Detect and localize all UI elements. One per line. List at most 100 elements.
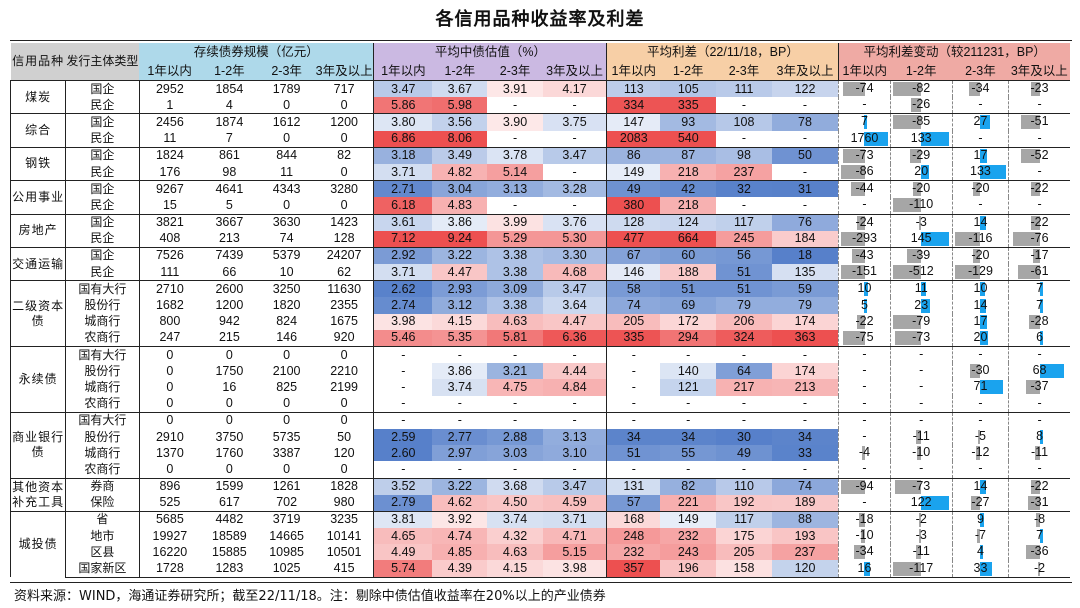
scale-cell: 3387 bbox=[272, 445, 301, 460]
change-cell: 10 bbox=[838, 280, 891, 298]
scale-cell: 15885 bbox=[212, 544, 247, 559]
change-bar bbox=[980, 561, 992, 576]
spread-cell: 146 bbox=[606, 264, 661, 282]
change-bar bbox=[1017, 265, 1040, 280]
change-cell: 145 bbox=[889, 230, 953, 248]
change-cell: 14 bbox=[951, 213, 1009, 231]
yield-cell: 4.15 bbox=[487, 560, 543, 578]
change-bar bbox=[916, 446, 922, 461]
change-value: -293 bbox=[851, 230, 877, 245]
yield-cell: 3.47 bbox=[373, 80, 433, 98]
change-value: -76 bbox=[1030, 230, 1049, 245]
yield-cell: 2.77 bbox=[432, 428, 488, 446]
table-row: 民企 111 66 10 62 3.71 4.47 3.38 4.68 146 188 51 135 -1… bbox=[11, 264, 1070, 282]
yield-cell: 4.17 bbox=[542, 80, 607, 98]
spread-cell: 50 bbox=[771, 146, 839, 164]
change-bar bbox=[977, 529, 981, 544]
change-cell: -74 bbox=[838, 80, 891, 98]
change-cell: - bbox=[838, 494, 891, 512]
yield-cell: 3.09 bbox=[487, 280, 543, 298]
spread-cell: - bbox=[606, 363, 661, 380]
change-value: -51 bbox=[1030, 114, 1049, 129]
change-value: 6 bbox=[1036, 329, 1044, 344]
spread-cell: 324 bbox=[716, 329, 772, 347]
yield-cell: - bbox=[432, 346, 488, 364]
change-value: -73 bbox=[912, 478, 931, 493]
issuer-type: 国企 bbox=[65, 146, 140, 164]
header-yield-term-2: 2-3年 bbox=[487, 62, 543, 81]
header-spread: 平均利差（22/11/18，BP） bbox=[606, 43, 839, 62]
change-value: 68 bbox=[1032, 363, 1047, 378]
scale-cell: 5685 bbox=[139, 510, 201, 529]
yield-cell: 3.04 bbox=[432, 180, 488, 198]
change-bar bbox=[856, 215, 865, 230]
change-value: - bbox=[919, 395, 924, 410]
change-bar bbox=[910, 148, 922, 163]
change-bar bbox=[854, 545, 865, 560]
table-row: 地市 19927 18589 14665 10141 4.65 4.74 4.32 4.71 24… bbox=[11, 528, 1070, 545]
change-bar bbox=[975, 446, 981, 461]
change-value: - bbox=[862, 363, 867, 378]
yield-cell: 4.47 bbox=[432, 264, 488, 282]
change-cell: 16 bbox=[838, 560, 891, 578]
change-bar bbox=[973, 248, 981, 263]
yield-cell: 2.71 bbox=[373, 180, 433, 198]
yield-cell: 4.65 bbox=[373, 528, 433, 545]
change-value: -29 bbox=[912, 147, 931, 162]
change-bar bbox=[1020, 148, 1040, 163]
change-value: - bbox=[862, 494, 867, 509]
change-cell: -293 bbox=[838, 230, 891, 248]
yield-cell: 9.24 bbox=[432, 230, 488, 248]
change-cell: 1760 bbox=[838, 130, 891, 148]
scale-cell: 1 bbox=[139, 97, 201, 115]
change-value: -3 bbox=[915, 214, 927, 229]
change-bar bbox=[918, 215, 922, 230]
change-value: 23 bbox=[914, 297, 929, 312]
issuer-type: 民企 bbox=[65, 97, 140, 115]
change-cell: - bbox=[951, 395, 1009, 413]
change-bar bbox=[1039, 298, 1044, 313]
table-row: 城商行 1370 1760 3387 120 2.60 2.97 3.03 3.10 51 55 49… bbox=[11, 445, 1070, 462]
change-value: 16 bbox=[857, 560, 872, 575]
spread-cell: 120 bbox=[771, 560, 839, 578]
scale-cell: 5 bbox=[200, 197, 259, 215]
yield-cell: 4.63 bbox=[487, 544, 543, 561]
spread-cell: 42 bbox=[660, 180, 717, 198]
scale-cell: 3750 bbox=[215, 429, 244, 444]
spread-cell: - bbox=[660, 395, 717, 413]
change-cell: -20 bbox=[951, 246, 1009, 265]
scale-cell: 62 bbox=[314, 264, 374, 282]
yield-cell: - bbox=[432, 395, 488, 413]
header-issuer-type: 发行主体类型 bbox=[65, 43, 140, 81]
change-value: - bbox=[919, 379, 924, 394]
change-value: -73 bbox=[855, 147, 874, 162]
table-row: 交通运输 国企 7526 7439 5379 24207 2.92 3.22 3.38 3.30 6… bbox=[9, 246, 1070, 281]
change-cell: -85 bbox=[889, 113, 953, 131]
scale-cell: 0 bbox=[139, 395, 201, 413]
scale-cell: 0 bbox=[258, 461, 315, 479]
change-cell: -51 bbox=[1008, 113, 1070, 131]
yield-cell: 3.13 bbox=[487, 180, 543, 198]
change-value: 20 bbox=[914, 164, 929, 179]
header-yield-term-3: 3年及以上 bbox=[542, 62, 607, 81]
scale-cell: 82 bbox=[314, 146, 374, 164]
scale-cell: 1828 bbox=[314, 477, 374, 495]
spread-cell: 2083 bbox=[606, 130, 661, 148]
spread-cell: 189 bbox=[771, 494, 839, 512]
issuer-type: 券商 bbox=[65, 477, 140, 495]
change-value: -52 bbox=[1030, 147, 1049, 162]
spread-cell: 174 bbox=[771, 363, 839, 380]
change-bar bbox=[893, 314, 922, 329]
change-cell: - bbox=[1008, 197, 1070, 215]
yield-cell: 4.49 bbox=[373, 544, 433, 561]
yield-cell: 3.13 bbox=[542, 428, 607, 446]
change-bar bbox=[1030, 82, 1040, 97]
spread-cell: 87 bbox=[660, 146, 717, 164]
scale-cell: 1370 bbox=[155, 445, 184, 460]
spread-cell: - bbox=[771, 163, 839, 182]
change-value: - bbox=[919, 412, 924, 427]
scale-cell: 824 bbox=[276, 314, 298, 329]
scale-cell: 0 bbox=[166, 379, 174, 394]
change-value: - bbox=[978, 461, 983, 476]
change-bar bbox=[857, 314, 865, 329]
